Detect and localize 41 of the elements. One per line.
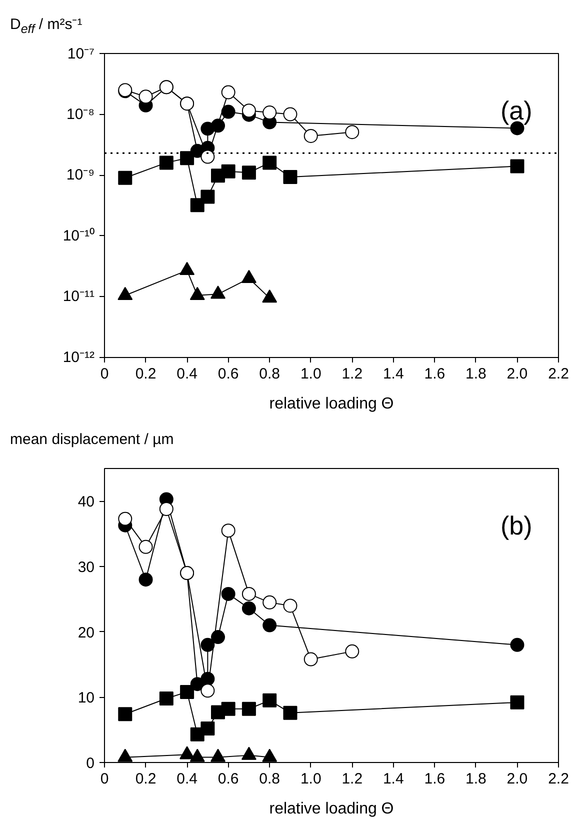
- x-tick-label: 0: [100, 770, 109, 788]
- x-tick-label: 1.6: [424, 366, 446, 382]
- x-axis-title: relative loading Θ: [269, 396, 394, 412]
- y-tick-label: 10⁻⁷: [67, 46, 95, 62]
- x-tick-label: 1.4: [382, 366, 404, 382]
- y-tick-label: 0: [86, 755, 94, 772]
- x-tick-label: 0.6: [218, 770, 239, 788]
- x-tick-label: 2.0: [506, 770, 528, 788]
- annotation: (b): [500, 510, 532, 540]
- x-tick-label: 1.8: [466, 366, 486, 382]
- x-tick-label: 1.6: [424, 770, 446, 788]
- x-tick-label: 2.2: [548, 366, 569, 382]
- x-tick-label: 1.0: [300, 770, 322, 788]
- x-tick-label: 1.2: [342, 366, 363, 382]
- x-tick-label: 1.4: [382, 770, 404, 788]
- x-tick-label: 0: [100, 366, 109, 382]
- y-tick-label: 10: [78, 690, 95, 707]
- x-tick-label: 0.2: [135, 770, 156, 788]
- y-axis-title: D$_{eff}$ / m²s⁻¹: [10, 15, 82, 38]
- y-tick-label: 20: [78, 624, 95, 642]
- y-axis-title: mean displacement / µm: [10, 430, 174, 450]
- x-tick-label: 2.2: [548, 770, 569, 788]
- y-tick-label: 10⁻⁸: [66, 106, 95, 123]
- annotation: (a): [500, 96, 532, 126]
- y-tick-label: 30: [78, 559, 95, 576]
- x-tick-label: 1.8: [466, 770, 486, 788]
- x-tick-label: 0.4: [176, 770, 198, 788]
- x-axis-title: relative loading Θ: [269, 800, 394, 818]
- x-tick-label: 0.8: [259, 770, 280, 788]
- x-tick-label: 1.2: [342, 770, 363, 788]
- x-tick-label: 0.2: [135, 366, 156, 382]
- x-tick-label: 0.8: [259, 366, 280, 382]
- y-tick-label: 10⁻¹⁰: [62, 227, 95, 244]
- y-tick-label: 10⁻⁹: [66, 166, 94, 184]
- y-tick-label: 40: [78, 494, 95, 511]
- x-tick-label: 2.0: [506, 366, 528, 382]
- x-tick-label: 1.0: [300, 366, 322, 382]
- x-tick-label: 0.6: [218, 366, 239, 382]
- x-tick-label: 0.4: [176, 366, 198, 382]
- y-tick-label: 10⁻¹²: [62, 349, 95, 366]
- y-tick-label: 10⁻¹¹: [62, 288, 95, 306]
